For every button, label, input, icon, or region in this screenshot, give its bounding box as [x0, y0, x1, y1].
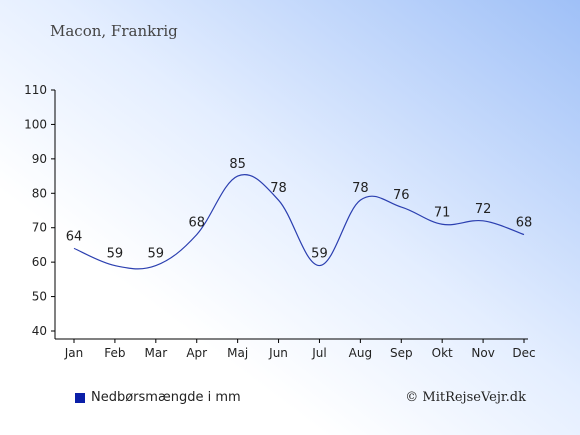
data-point [195, 233, 198, 236]
data-point [236, 175, 239, 178]
x-tick-label: Sep [390, 346, 413, 360]
data-label: 71 [434, 205, 451, 220]
x-tick-label: Dec [512, 346, 535, 360]
data-point [73, 247, 76, 250]
data-point [154, 264, 157, 267]
plot-area: 64 59 59 68 85 78 59 78 76 71 72 68 [66, 157, 533, 270]
x-tick-label: Jan [64, 346, 84, 360]
x-tick-label: Mar [144, 346, 167, 360]
data-label: 68 [516, 216, 533, 231]
axes: 40 50 60 70 80 90 100 110 Jan Feb Mar Apr Maj Jun Jul A… [24, 83, 536, 360]
data-point [482, 219, 485, 222]
legend-swatch [75, 392, 85, 403]
x-tick-label: Nov [471, 346, 494, 360]
y-tick-label: 70 [32, 221, 47, 235]
y-tick-label: 90 [32, 152, 47, 166]
legend-label: Nedbørsmængde i mm [91, 390, 241, 405]
x-tick-label: Feb [104, 346, 125, 360]
y-tick-label: 110 [24, 83, 47, 97]
data-point [113, 264, 116, 267]
data-label: 64 [66, 229, 83, 244]
y-tick-label: 100 [24, 117, 47, 131]
y-tick-label: 50 [32, 290, 47, 304]
x-tick-label: Aug [349, 346, 372, 360]
data-point [523, 233, 526, 236]
data-label: 78 [270, 181, 287, 196]
y-tick-label: 40 [32, 324, 47, 338]
x-tick-label: Jun [268, 346, 288, 360]
data-point [359, 199, 362, 202]
x-tick-label: Jul [311, 346, 326, 360]
x-tick-label: Okt [432, 346, 453, 360]
data-label: 72 [475, 202, 492, 217]
data-point [441, 223, 444, 226]
credit-text: © MitRejseVejr.dk [405, 390, 526, 405]
legend: Nedbørsmængde i mm [75, 390, 241, 405]
chart-title: Macon, Frankrig [50, 22, 178, 40]
data-label: 76 [393, 188, 410, 203]
data-point [277, 199, 280, 202]
x-tick-label: Maj [227, 346, 248, 360]
data-point [318, 264, 321, 267]
data-label: 59 [107, 247, 124, 262]
data-label: 59 [311, 247, 328, 262]
data-label: 59 [148, 247, 165, 262]
data-label: 68 [188, 216, 205, 231]
y-tick-label: 60 [32, 255, 47, 269]
x-tick-label: Apr [186, 346, 207, 360]
series-line [73, 174, 525, 270]
data-label: 85 [229, 157, 246, 172]
data-point [400, 206, 403, 209]
data-label: 78 [352, 181, 369, 196]
y-tick-label: 80 [32, 186, 47, 200]
